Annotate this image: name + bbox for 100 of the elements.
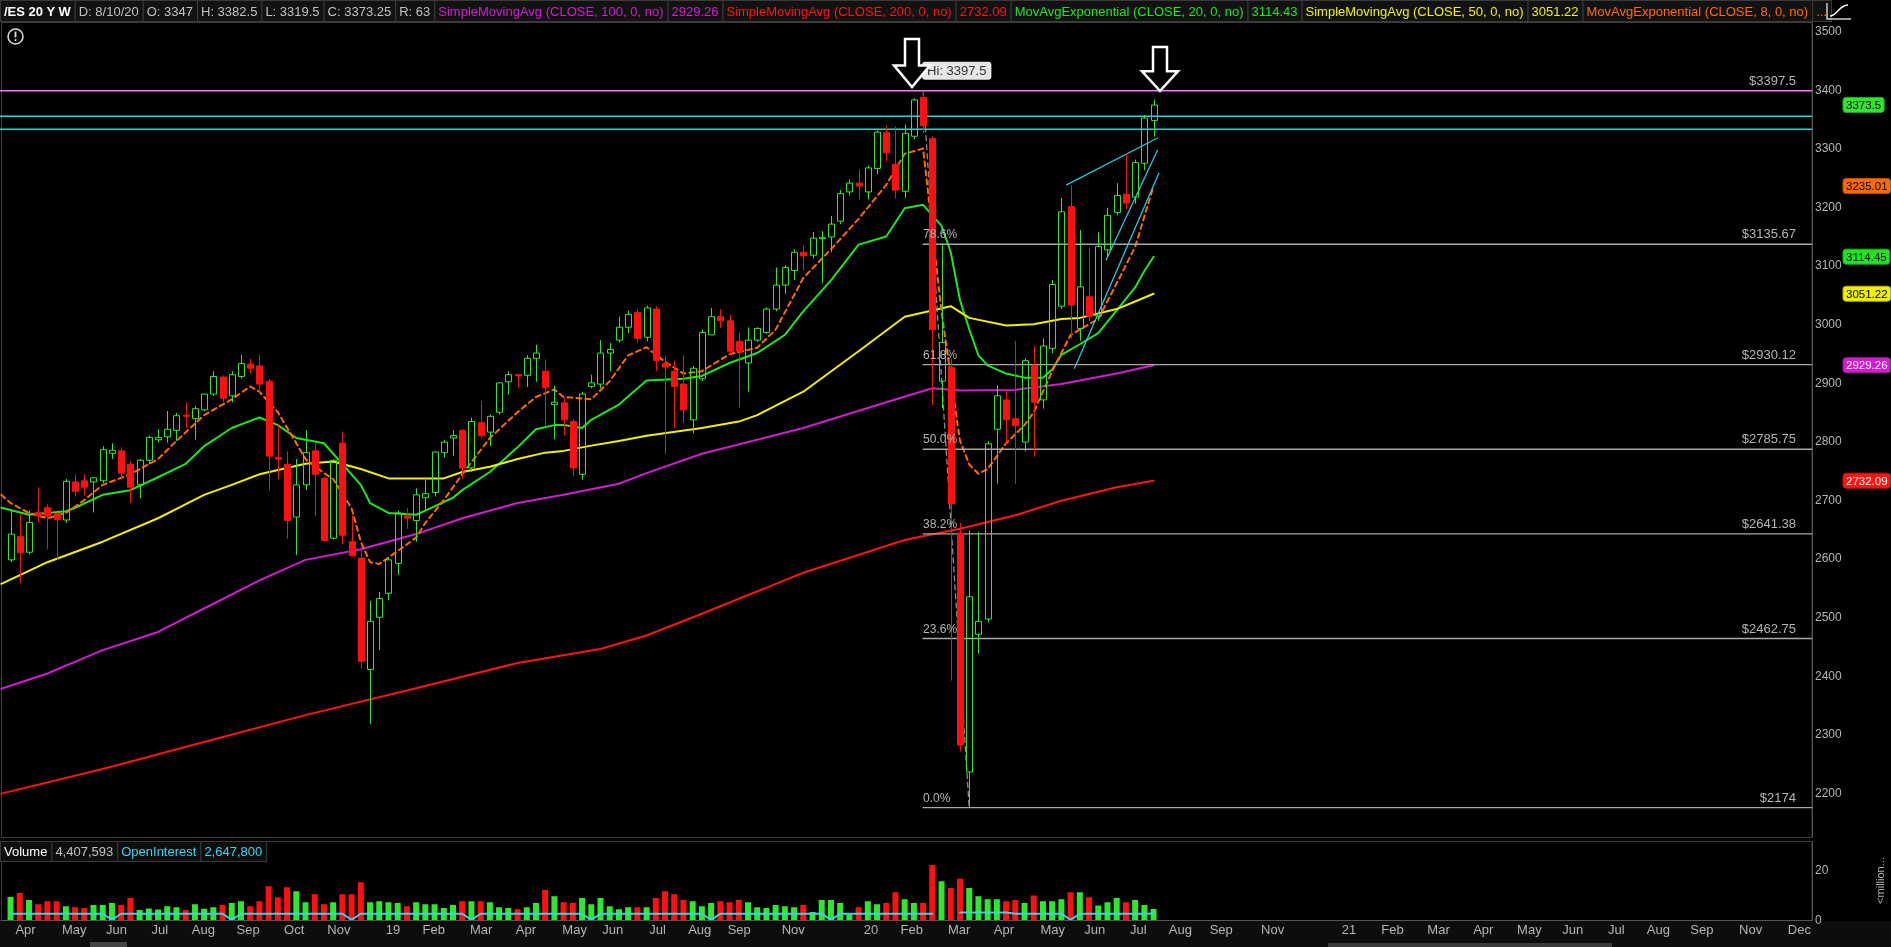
candlestick bbox=[671, 360, 678, 429]
line-series bbox=[0, 147, 1155, 565]
x-tick-label: Jun bbox=[602, 922, 624, 938]
y-tick-label: 3300 bbox=[1815, 141, 1843, 156]
candlestick bbox=[865, 165, 872, 201]
x-tick-label: Sep bbox=[1690, 922, 1714, 938]
candlestick bbox=[155, 428, 162, 444]
candlestick bbox=[201, 393, 208, 412]
x-tick-label: Jun bbox=[1084, 922, 1106, 938]
candlestick bbox=[1040, 337, 1047, 410]
x-tick-label: May bbox=[1517, 922, 1543, 938]
x-tick-label: Aug bbox=[688, 922, 712, 938]
bar bbox=[956, 878, 963, 920]
data-label: $2462.75 bbox=[1741, 620, 1796, 636]
x-tick-label: May bbox=[562, 922, 588, 938]
text: C: 3373.25 bbox=[327, 3, 392, 19]
annotation: Hi: 3397.5 bbox=[927, 63, 987, 79]
bar bbox=[293, 891, 300, 920]
y2-tick-label: 3051.22 bbox=[1846, 287, 1888, 300]
y2-tick-label: 3235.01 bbox=[1846, 180, 1888, 193]
candlestick bbox=[17, 513, 24, 584]
candlestick bbox=[358, 546, 365, 669]
x-tick-label: Jun bbox=[105, 922, 127, 938]
ref-line-label: $3397.5 bbox=[1749, 72, 1796, 88]
bar bbox=[274, 897, 281, 920]
candlestick bbox=[524, 354, 531, 388]
candlestick bbox=[634, 308, 641, 343]
candlestick bbox=[727, 313, 734, 356]
candlestick bbox=[35, 486, 42, 523]
y-tick-label: 3200 bbox=[1815, 199, 1843, 214]
y-tick-label: 20 bbox=[1815, 863, 1829, 878]
text: OpenInterest bbox=[121, 844, 197, 860]
candlestick bbox=[376, 591, 383, 651]
candlestick bbox=[763, 306, 770, 335]
x-tick-label: Apr bbox=[15, 922, 37, 938]
candlestick bbox=[708, 307, 715, 336]
candlestick bbox=[1022, 357, 1029, 452]
candlestick bbox=[616, 316, 623, 343]
text: 3114.43 bbox=[1251, 3, 1298, 19]
y2-tick-label: 3373.5 bbox=[1846, 98, 1882, 111]
candlestick bbox=[644, 305, 651, 342]
candlestick bbox=[303, 429, 310, 491]
x-tick-label: Sep bbox=[727, 922, 751, 938]
candlestick bbox=[118, 446, 125, 481]
data-label: $2641.38 bbox=[1741, 515, 1796, 531]
y2-tick-label: 2929.26 bbox=[1846, 359, 1888, 372]
candlestick bbox=[339, 431, 346, 545]
candlestick bbox=[810, 231, 817, 260]
text: 2929.26 bbox=[671, 3, 719, 19]
candlestick bbox=[570, 418, 577, 477]
candlestick bbox=[137, 458, 144, 499]
candlestick bbox=[1077, 229, 1084, 342]
candlestick bbox=[192, 405, 199, 441]
x-tick-label: Jul bbox=[1129, 922, 1147, 938]
candlestick bbox=[90, 476, 97, 513]
text: O: 3347 bbox=[146, 3, 193, 19]
data-label: $3135.67 bbox=[1741, 226, 1796, 242]
text: MovAvgExponential (CLOSE, 20, 0, no) bbox=[1014, 3, 1244, 19]
bar bbox=[827, 900, 834, 920]
y-tick-label: 0 bbox=[1815, 913, 1822, 928]
x-tick-label: Feb bbox=[422, 922, 445, 938]
candlestick bbox=[717, 308, 724, 329]
x-tick-label: Aug bbox=[191, 922, 215, 938]
candlestick bbox=[966, 530, 973, 809]
x-tick-label: Mar bbox=[947, 922, 972, 938]
x-tick-label: May bbox=[1040, 922, 1066, 938]
candlestick bbox=[367, 600, 374, 725]
bar bbox=[652, 898, 659, 920]
candlestick bbox=[413, 487, 420, 543]
text: ... bbox=[1816, 3, 1827, 19]
bar bbox=[7, 897, 14, 920]
candlestick bbox=[837, 189, 844, 225]
candlestick bbox=[247, 358, 254, 375]
x-tick-label: Apr bbox=[515, 922, 537, 938]
line-series bbox=[0, 292, 1155, 585]
candlestick bbox=[385, 557, 392, 601]
text: 2732.09 bbox=[959, 3, 1007, 19]
candlestick bbox=[100, 445, 107, 484]
y-tick-label: 2900 bbox=[1815, 375, 1843, 390]
candlestick bbox=[846, 179, 853, 196]
bar bbox=[680, 900, 687, 920]
x-tick-label: Dec bbox=[1787, 922, 1812, 938]
y-tick-label: 2400 bbox=[1815, 668, 1843, 683]
candlestick bbox=[256, 354, 263, 395]
candlestick bbox=[496, 381, 503, 416]
candlestick bbox=[275, 424, 282, 480]
x-tick-label: Nov bbox=[1739, 922, 1763, 938]
bar bbox=[1132, 900, 1139, 920]
candlestick bbox=[1068, 184, 1075, 339]
x-tick-label: Apr bbox=[1473, 922, 1495, 938]
y-tick-label: 3500 bbox=[1815, 24, 1843, 39]
candlestick bbox=[800, 245, 807, 271]
bar bbox=[339, 894, 346, 920]
text: SimpleMovingAvg (CLOSE, 50, 0, no) bbox=[1305, 3, 1524, 19]
candlestick bbox=[468, 416, 475, 473]
candlestick bbox=[1151, 99, 1158, 138]
x-tick-label: Jul bbox=[1607, 922, 1625, 938]
candlestick bbox=[293, 458, 300, 556]
text: 3051.22 bbox=[1531, 3, 1579, 19]
candlestick bbox=[782, 264, 789, 295]
